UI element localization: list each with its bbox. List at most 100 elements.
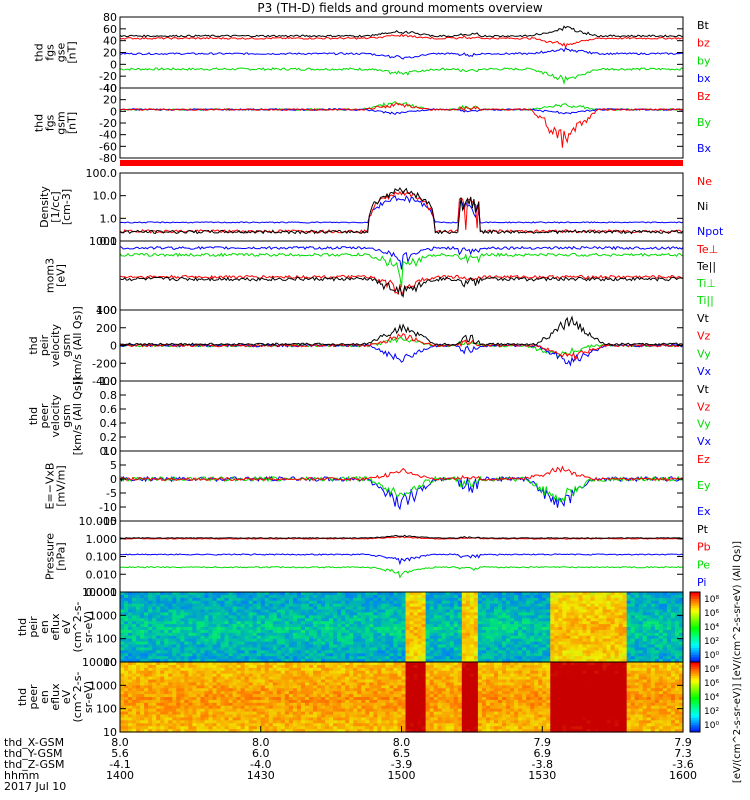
spectrogram-cell <box>164 621 169 625</box>
spectrogram-cell <box>526 592 531 596</box>
spectrogram-cell <box>256 699 262 704</box>
spectrogram-cell <box>337 708 342 713</box>
spectrogram-cell <box>313 615 318 619</box>
spectrogram-cell <box>296 679 302 684</box>
spectrogram-cell <box>477 615 483 619</box>
spectrogram-cell <box>140 667 145 672</box>
spectrogram-cell <box>268 656 274 660</box>
spectrogram-cell <box>614 635 620 640</box>
spectrogram-cell <box>304 691 310 695</box>
spectrogram-cell <box>176 691 181 695</box>
spectrogram-cell <box>296 650 302 654</box>
spectrogram-cell <box>610 612 616 616</box>
spectrogram-cell <box>124 667 129 672</box>
spectrogram-cell <box>309 726 314 730</box>
series-line <box>119 102 684 148</box>
spectrogram-cell <box>224 694 230 698</box>
spectrogram-cell <box>212 592 218 596</box>
spectrogram-cell <box>461 600 467 605</box>
spectrogram-cell <box>260 600 266 605</box>
spectrogram-cell <box>268 673 274 678</box>
spectrogram-cell <box>256 653 262 657</box>
spectrogram-cell <box>630 615 636 619</box>
spectrogram-cell <box>304 600 310 605</box>
spectrogram-cell <box>506 603 511 608</box>
spectrogram-cell <box>132 641 137 646</box>
spectrogram-cell <box>256 597 262 602</box>
spectrogram-cell <box>321 679 326 684</box>
spectrogram-cell <box>212 621 218 625</box>
spectrogram-cell <box>433 603 439 608</box>
spectrogram-cell <box>381 621 387 625</box>
spectrogram-cell <box>413 624 419 628</box>
spectrogram-cell <box>457 606 463 611</box>
spectrogram-cell <box>518 659 523 663</box>
spectrogram-cell <box>188 688 193 692</box>
spectrogram-cell <box>349 603 354 608</box>
spectrogram-cell <box>425 641 431 646</box>
spectrogram-cell <box>594 594 600 599</box>
spectrogram-cell <box>506 621 511 625</box>
spectrogram-cell <box>232 644 238 649</box>
spectrogram-cell <box>325 664 330 669</box>
spectrogram-cell <box>325 609 330 614</box>
spectrogram-cell <box>566 653 571 657</box>
spectrogram-cell <box>325 600 330 605</box>
spectrogram-cell <box>128 705 133 710</box>
spectrogram-cell <box>489 621 495 625</box>
spectrogram-cell <box>449 624 455 628</box>
spectrogram-cell <box>128 603 133 608</box>
spectrogram-cell <box>642 638 648 643</box>
spectrogram-cell <box>538 606 543 611</box>
spectrogram-cell <box>252 726 258 730</box>
spectrogram-cell <box>349 641 354 646</box>
spectrogram-cell <box>678 618 684 622</box>
spectrogram-cell <box>570 629 576 634</box>
spectrogram-cell <box>309 624 314 628</box>
spectrogram-cell <box>586 644 592 649</box>
spectrogram-cell <box>570 606 576 611</box>
spectrogram-cell <box>562 594 567 599</box>
spectrogram-cell <box>280 659 286 663</box>
spectrogram-cell <box>389 603 395 608</box>
spectrogram-cell <box>216 708 222 713</box>
spectrogram-cell <box>574 632 580 637</box>
spectrogram-cell <box>554 618 559 622</box>
spectrogram-cell <box>196 673 202 678</box>
spectrogram-cell <box>236 612 242 616</box>
spectrogram-cell <box>473 650 479 654</box>
spectrogram-cell <box>272 708 278 713</box>
spectrogram-cell <box>526 647 531 651</box>
spectrogram-cell <box>148 714 153 719</box>
spectrogram-cell <box>300 629 306 634</box>
spectrogram-cell <box>224 653 230 657</box>
spectrogram-cell <box>168 629 173 634</box>
spectrogram-cell <box>196 688 202 692</box>
spectrogram-cell <box>618 632 624 637</box>
spectrogram-cell <box>670 650 676 654</box>
spectrogram-cell <box>200 603 206 608</box>
spectrogram-cell <box>634 594 640 599</box>
spectrogram-cell <box>353 618 358 622</box>
spectrogram-cell <box>542 597 547 602</box>
spectrogram-cell <box>144 615 149 619</box>
spectrogram-cell <box>349 659 354 663</box>
y-tick-label: -5 <box>106 487 117 500</box>
spectrogram-cell <box>313 682 318 686</box>
panel-frame <box>119 87 684 159</box>
spectrogram-cell <box>389 647 395 651</box>
spectrogram-cell <box>393 603 399 608</box>
spectrogram-cell <box>256 592 262 596</box>
spectrogram-cell <box>630 603 636 608</box>
spectrogram-cell <box>220 656 226 660</box>
spectrogram-cell <box>465 603 471 608</box>
spectrogram-cell <box>538 597 543 602</box>
spectrogram-cell <box>232 641 238 646</box>
spectrogram-cell <box>429 641 435 646</box>
spectrogram-cell <box>562 600 567 605</box>
spectrogram-cell <box>236 702 242 707</box>
spectrogram-cell <box>353 644 358 649</box>
spectrogram-cell <box>280 621 286 625</box>
